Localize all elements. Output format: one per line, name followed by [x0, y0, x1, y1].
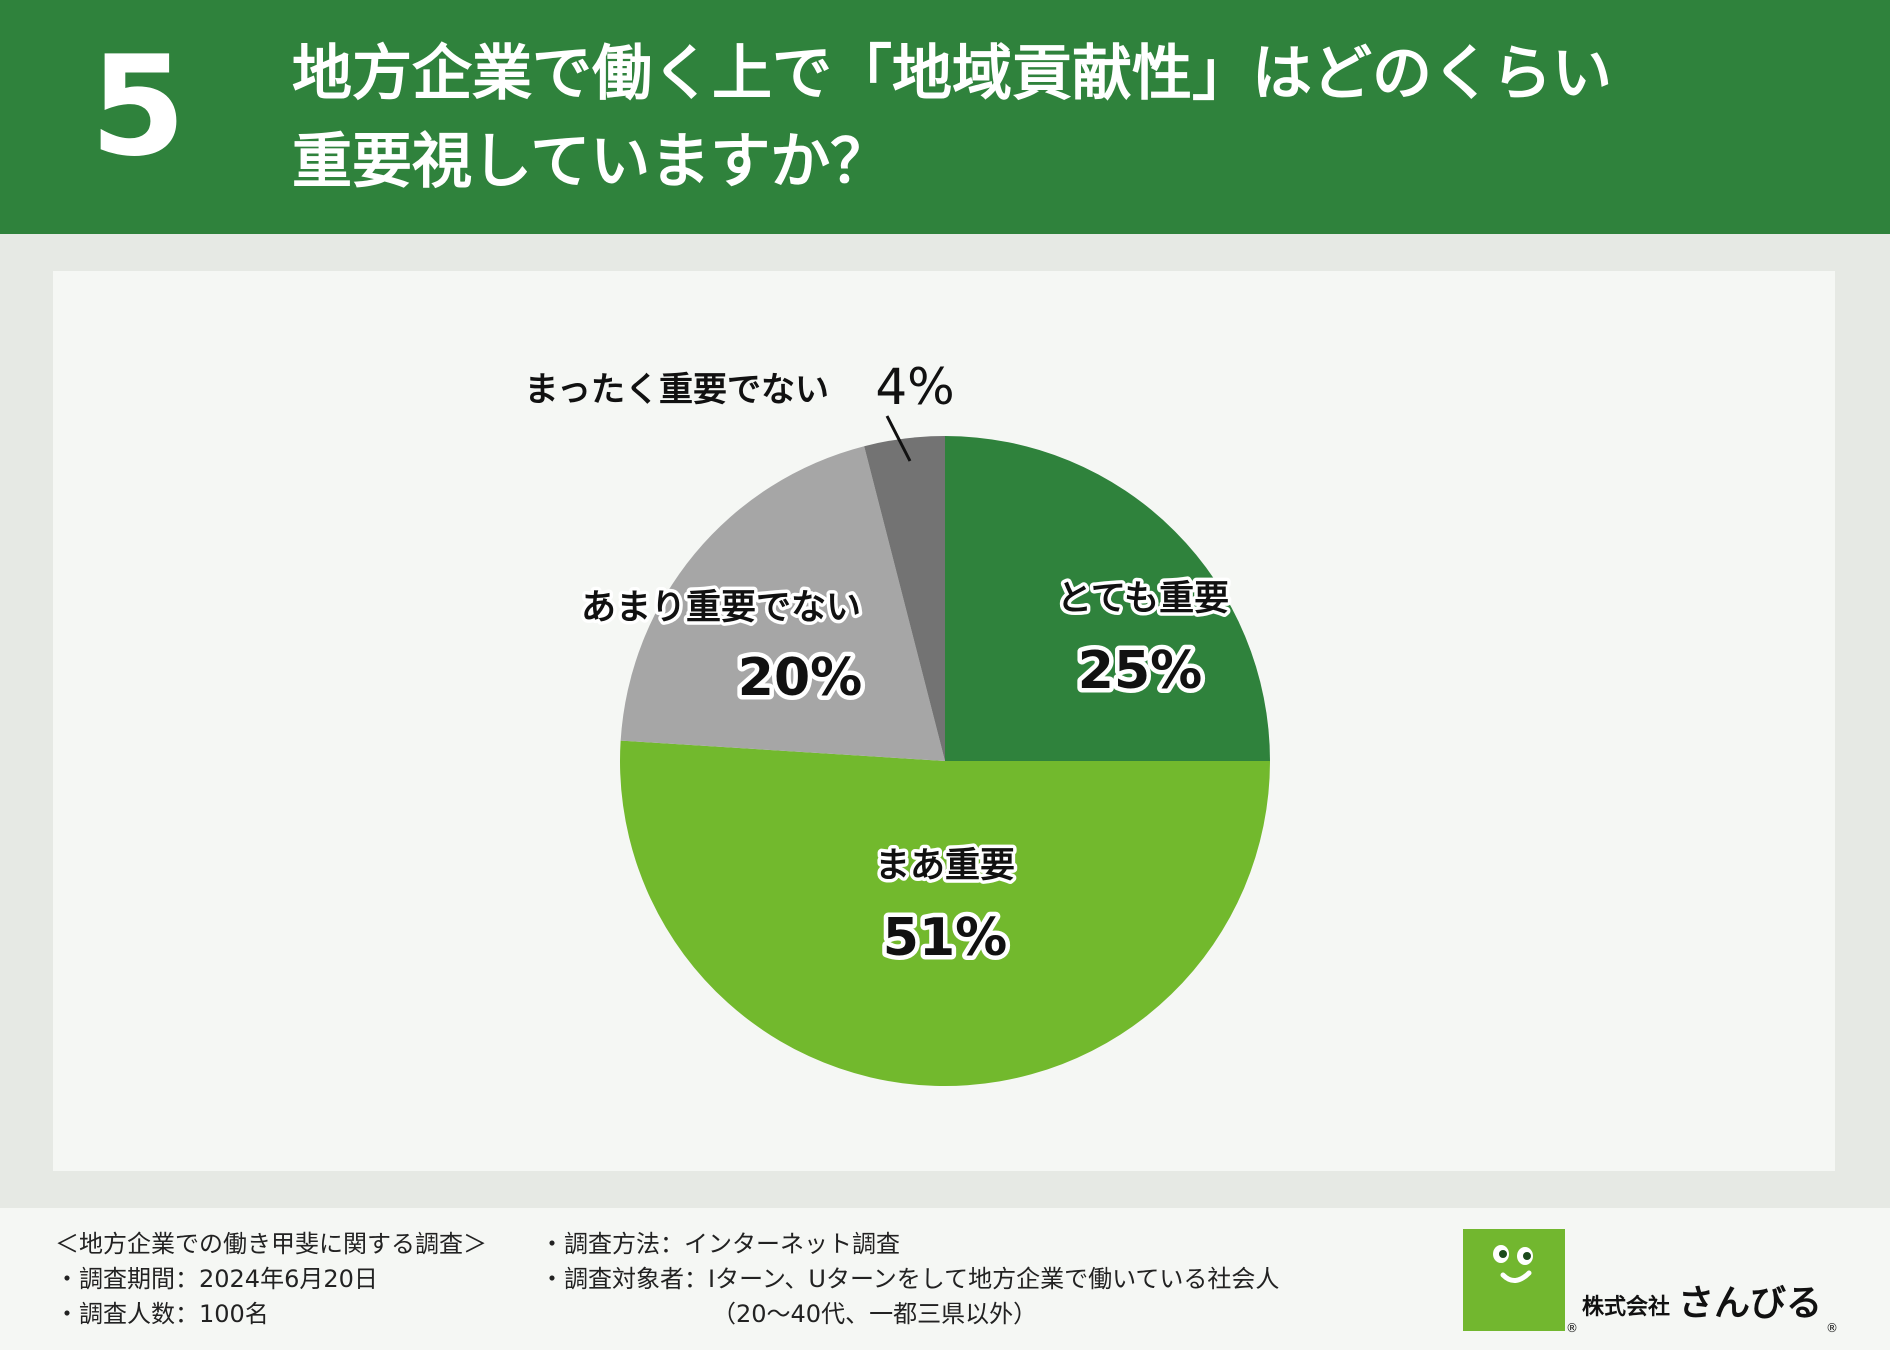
footer: ＜地方企業での働き甲斐に関する調査＞ ・調査期間：2024年6月20日 ・調査人…: [0, 1208, 1890, 1350]
slice-percent-4: 4%: [875, 358, 954, 416]
pie-slice-4: [864, 436, 945, 761]
chart-panel: とても重要 25% まあ重要 51% あまり重要でない 20% まったく重要でない 4%: [53, 271, 1835, 1171]
slice-label-4: まったく重要でない: [524, 370, 829, 410]
logo-registered-mark-1: ®: [1566, 1321, 1578, 1335]
slice-label-1: とても重要: [1057, 579, 1229, 619]
pie-slice-1: [945, 436, 1270, 761]
question-title-line-2: 重要視していますか？: [292, 127, 891, 197]
logo-company-name: さんびる: [1678, 1283, 1823, 1324]
logo-registered-mark-2: ®: [1826, 1321, 1838, 1335]
slice-percent-2: 51%: [883, 908, 1007, 968]
survey-title: ＜地方企業での働き甲斐に関する調査＞: [55, 1230, 487, 1258]
logo-icon: [1463, 1229, 1565, 1331]
survey-period: ・調査期間：2024年6月20日: [55, 1265, 378, 1293]
question-title-line-1: 地方企業で働く上で「地域貢献性」はどのくらい: [292, 39, 1612, 109]
pie-chart: とても重要 25% まあ重要 51% あまり重要でない 20% まったく重要でない 4%: [524, 358, 1270, 1087]
slice-label-3: あまり重要でない: [581, 588, 861, 628]
slice-percent-1: 25%: [1078, 641, 1202, 701]
logo-company-prefix: 株式会社: [1582, 1295, 1671, 1320]
leader-line: [885, 415, 912, 462]
survey-respondents: ・調査人数：100名: [55, 1300, 269, 1328]
slice-label-2: まあ重要: [875, 846, 1015, 886]
survey-target-note: （20～40代、一都三県以外）: [712, 1300, 1038, 1328]
header-banner: 5 地方企業で働く上で「地域貢献性」はどのくらい 重要視していますか？: [0, 0, 1890, 234]
slice-percent-3: 20%: [738, 648, 862, 708]
question-number: 5: [90, 26, 187, 187]
pie-slice-3: [620, 446, 945, 761]
survey-method: ・調査方法：インターネット調査: [540, 1230, 900, 1258]
survey-target: ・調査対象者：Iターン、Uターンをして地方企業で働いている社会人: [540, 1265, 1280, 1293]
pie-slice-2: [619, 740, 1270, 1087]
